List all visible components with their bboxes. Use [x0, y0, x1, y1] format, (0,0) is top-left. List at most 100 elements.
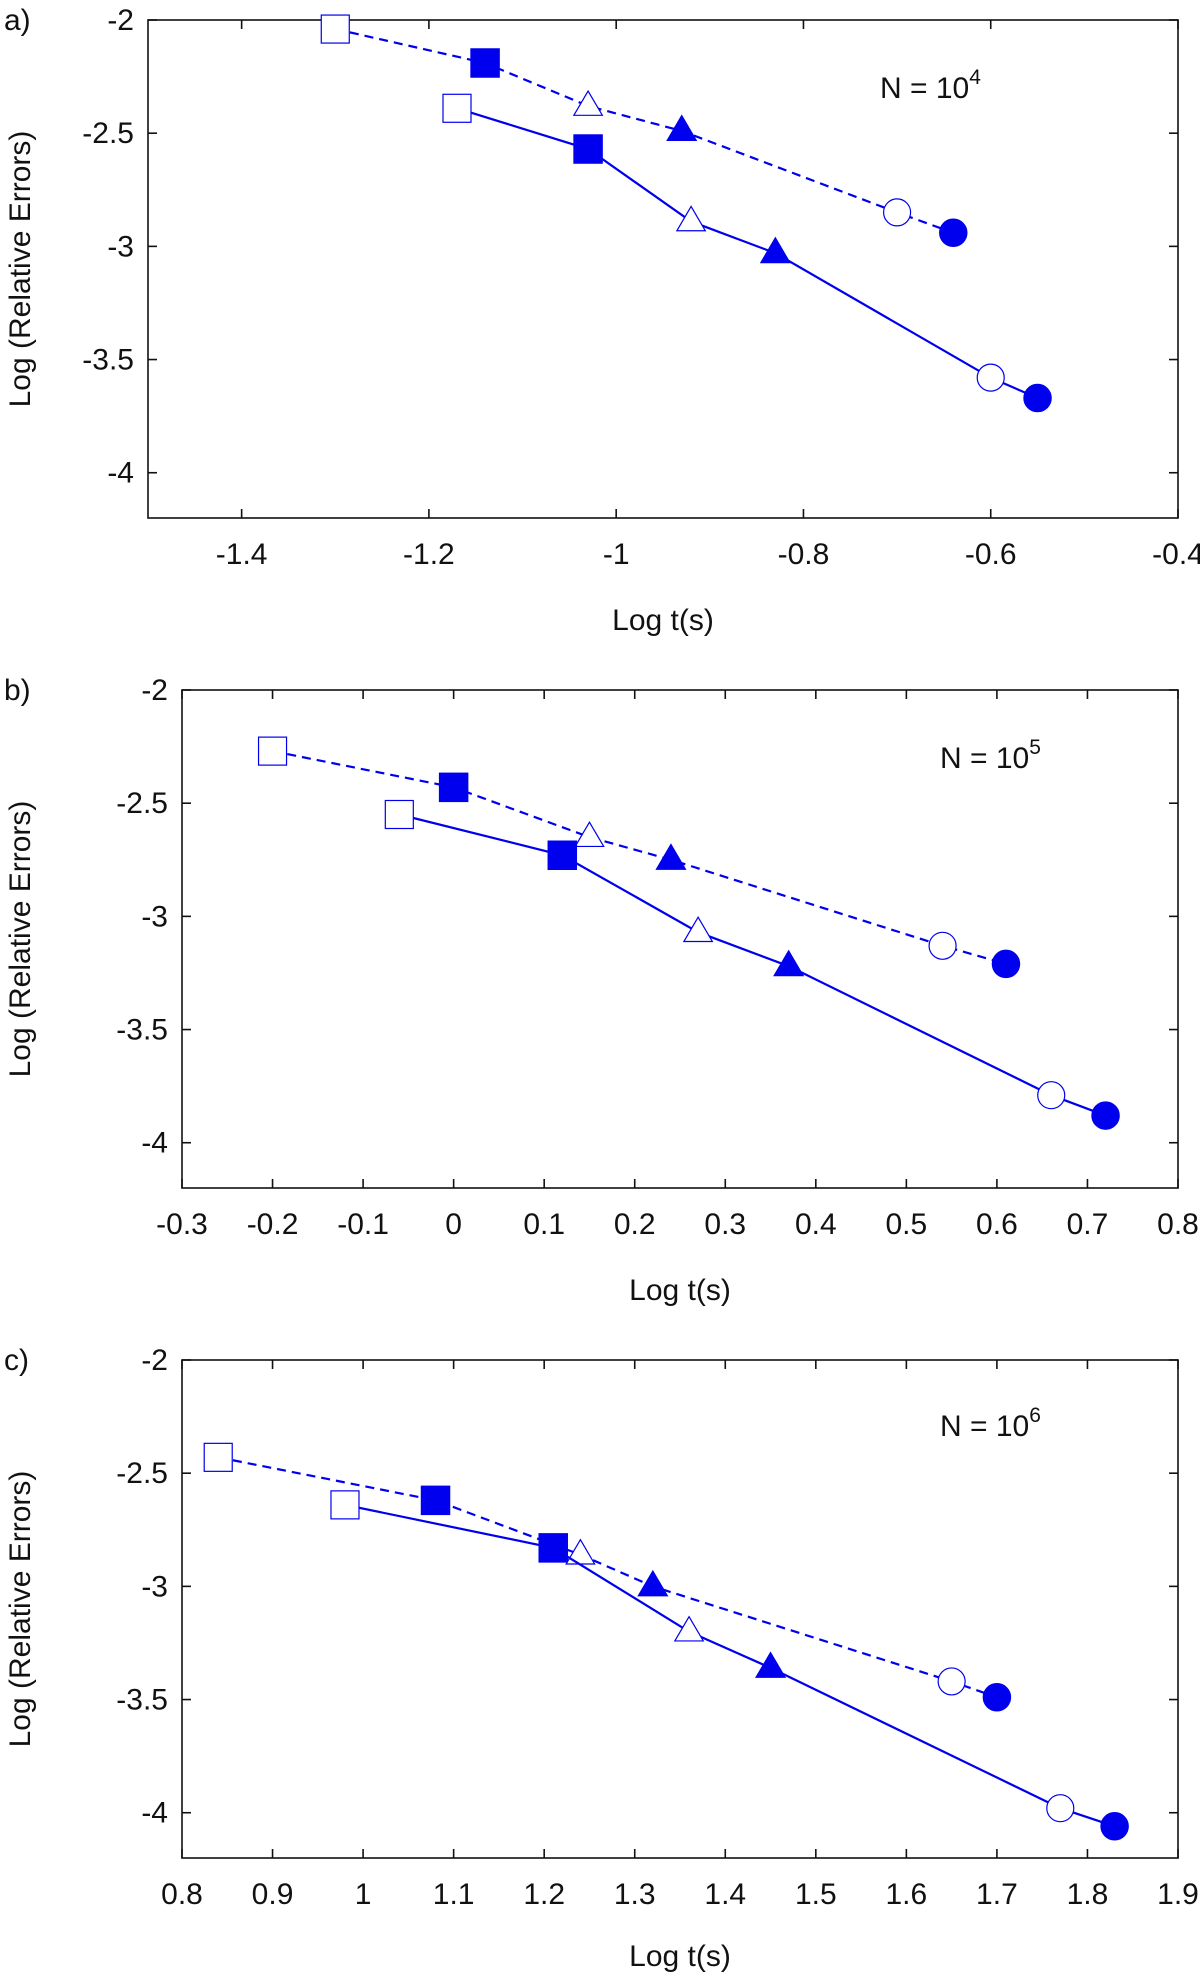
x-tick-label: 0.1	[523, 1208, 565, 1241]
data-point-square-filled	[573, 134, 603, 164]
data-point-triangle-filled	[759, 236, 791, 264]
y-axis-label-c: Log (Relative Errors)	[4, 1471, 37, 1748]
y-tick-label: -2.5	[116, 1457, 168, 1490]
x-axis-label-a: Log t(s)	[612, 604, 714, 637]
y-tick-label: -3.5	[116, 1014, 168, 1047]
n-exponent-b: 5	[1029, 736, 1041, 759]
plot-frame-c	[181, 1359, 1179, 1859]
series-layer-b	[257, 736, 1120, 1130]
n-annotation-b: N = 105	[940, 736, 1041, 775]
n-text-b: N = 10	[940, 742, 1029, 775]
y-tick-label: -2	[141, 674, 168, 707]
data-point-triangle-filled	[666, 114, 698, 141]
n-exponent-c: 6	[1029, 1404, 1041, 1427]
x-ticks-a: -1.4 -1.2 -1 -0.8 -0.6 -0.4	[216, 20, 1200, 571]
y-tick-label: -4	[107, 457, 134, 490]
x-tick-label: 1.5	[795, 1878, 837, 1911]
x-tick-label: -0.3	[156, 1208, 208, 1241]
y-tick-label: -3	[107, 230, 134, 263]
y-tick-label: -4	[141, 1127, 168, 1160]
data-point-triangle-filled	[754, 1651, 787, 1678]
data-point-square-open	[320, 14, 350, 44]
panel-a: a) Log (Relative Errors) Log t(s) N = 10…	[4, 4, 1200, 637]
x-tick-label: 0.7	[1067, 1208, 1109, 1241]
x-tick-label: -0.2	[247, 1208, 299, 1241]
n-text-c: N = 10	[940, 1410, 1029, 1443]
x-tick-label: 0.2	[614, 1208, 656, 1241]
data-point-circle-open	[882, 198, 912, 227]
x-tick-label: 0.5	[886, 1208, 928, 1241]
x-tick-label: 1.8	[1067, 1878, 1109, 1911]
data-point-square-filled	[547, 840, 578, 870]
x-axis-label-b: Log t(s)	[629, 1274, 731, 1307]
x-tick-label: 0.4	[795, 1208, 837, 1241]
x-tick-label: -0.6	[965, 538, 1017, 571]
data-point-circle-filled	[1100, 1812, 1129, 1841]
x-tick-label: 1.9	[1157, 1878, 1199, 1911]
data-point-square-open	[330, 1490, 360, 1520]
x-ticks-c: 0.8 0.9 1 1.1 1.2 1.3 1.4 1.5 1.6 1.7 1.8 1.9	[161, 1360, 1199, 1911]
series-line-dashed	[218, 1456, 998, 1699]
x-tick-label: -0.1	[337, 1208, 389, 1241]
data-point-circle-open	[976, 363, 1005, 392]
data-point-circle-filled	[1023, 383, 1052, 413]
data-point-circle-filled	[1091, 1101, 1120, 1130]
x-tick-label: 0.8	[1157, 1208, 1199, 1241]
x-axis-label-c: Log t(s)	[629, 1940, 731, 1973]
n-annotation-a: N = 104	[880, 66, 981, 105]
y-axis-label-b: Log (Relative Errors)	[4, 801, 37, 1078]
series-layer-c	[203, 1442, 1129, 1841]
y-ticks-a: -2 -2.5 -3 -3.5 -4	[82, 4, 1178, 490]
panel-b: b) Log (Relative Errors) Log t(s) N = 10…	[4, 674, 1199, 1307]
series-line-solid	[456, 107, 1038, 400]
data-point-triangle-open	[673, 1615, 705, 1642]
panel-c: c) Log (Relative Errors) Log t(s) N = 10…	[4, 1344, 1199, 1973]
y-tick-label: -2.5	[116, 787, 168, 820]
data-point-circle-filled	[982, 1683, 1012, 1712]
series-line-solid	[344, 1503, 1115, 1828]
y-tick-label: -3.5	[82, 344, 134, 377]
series-line-dashed	[272, 750, 1007, 965]
data-point-circle-open	[937, 1667, 966, 1696]
y-tick-label: -2	[141, 1344, 168, 1377]
data-point-square-filled	[420, 1485, 451, 1516]
data-point-circle-open	[1037, 1081, 1066, 1110]
series-line-dashed	[335, 27, 954, 234]
data-point-square-filled	[438, 772, 469, 803]
y-tick-label: -3	[141, 900, 168, 933]
x-tick-label: -0.4	[1152, 538, 1200, 571]
n-annotation-c: N = 106	[940, 1404, 1041, 1443]
data-point-circle-filled	[991, 949, 1021, 979]
data-point-square-open	[203, 1442, 233, 1472]
data-point-triangle-open	[574, 820, 605, 848]
y-axis-label-a: Log (Relative Errors)	[4, 131, 37, 408]
x-tick-label: 1.1	[433, 1878, 475, 1911]
y-ticks-b: -2 -2.5 -3 -3.5 -4	[116, 674, 1178, 1160]
x-ticks-b: -0.3 -0.2 -0.1 0 0.1 0.2 0.3 0.4 0.5 0.6 0.7 0.8	[156, 690, 1199, 1241]
data-point-circle-open	[1046, 1794, 1075, 1823]
data-point-square-open	[442, 93, 472, 123]
x-tick-label: 1.7	[976, 1878, 1018, 1911]
plot-frame-b	[181, 689, 1179, 1189]
x-tick-label: 0.8	[161, 1878, 203, 1911]
y-ticks-c: -2 -2.5 -3 -3.5 -4	[116, 1344, 1178, 1830]
x-tick-label: -1	[603, 538, 630, 571]
y-tick-label: -4	[141, 1797, 168, 1830]
data-point-square-open	[257, 736, 288, 766]
data-point-triangle-open	[682, 916, 714, 943]
data-point-square-filled	[470, 48, 500, 78]
data-point-square-filled	[538, 1533, 568, 1563]
n-text-a: N = 10	[880, 72, 969, 105]
panel-label-b: b)	[4, 674, 31, 707]
data-point-triangle-filled	[637, 1569, 669, 1597]
x-tick-label: 1.4	[704, 1878, 746, 1911]
series-layer-a	[320, 14, 1052, 413]
data-point-circle-filled	[939, 218, 968, 248]
data-point-triangle-filled	[655, 843, 687, 870]
data-point-triangle-open	[572, 89, 604, 116]
x-tick-label: 1.3	[614, 1878, 656, 1911]
x-tick-label: 0.9	[252, 1878, 294, 1911]
x-tick-label: 0	[445, 1208, 462, 1241]
x-tick-label: 1.2	[523, 1878, 565, 1911]
